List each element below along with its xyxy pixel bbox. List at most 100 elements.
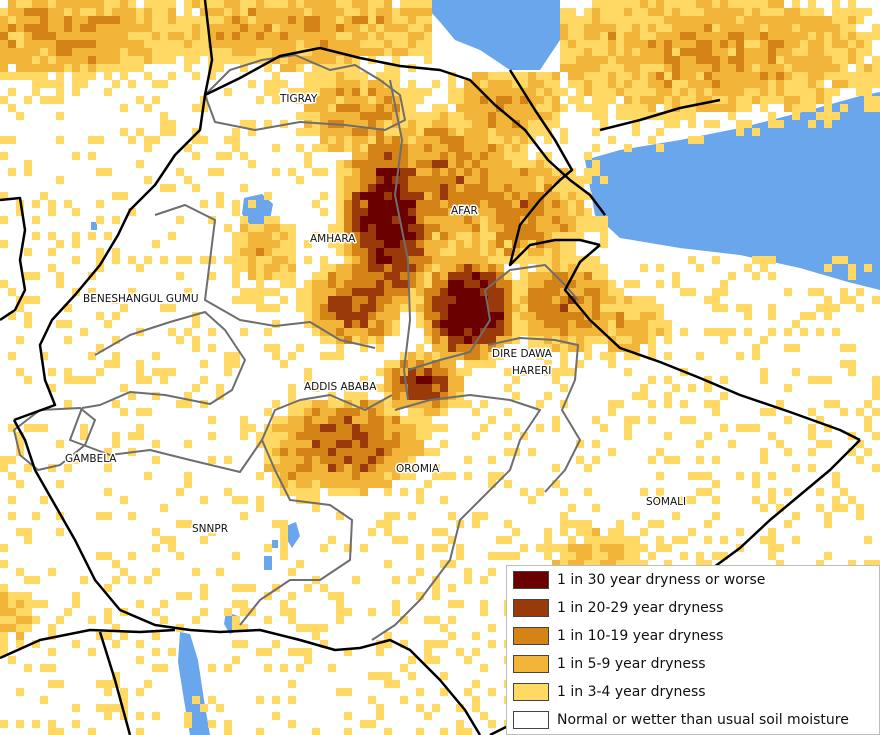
dryness-cell bbox=[456, 376, 464, 384]
dryness-cell bbox=[576, 440, 584, 448]
dryness-cell bbox=[336, 320, 344, 328]
dryness-cell bbox=[760, 96, 768, 104]
dryness-cell bbox=[576, 256, 584, 264]
dryness-cell bbox=[856, 80, 864, 88]
dryness-cell bbox=[472, 184, 480, 192]
dryness-cell bbox=[280, 24, 288, 32]
dryness-cell bbox=[80, 16, 88, 24]
dryness-cell bbox=[496, 552, 504, 560]
dryness-cell bbox=[480, 120, 488, 128]
dryness-cell bbox=[328, 432, 336, 440]
dryness-cell bbox=[304, 24, 312, 32]
dryness-cell bbox=[440, 152, 448, 160]
dryness-cell bbox=[368, 40, 376, 48]
dryness-cell bbox=[320, 312, 328, 320]
dryness-cell bbox=[680, 8, 688, 16]
dryness-cell bbox=[208, 432, 216, 440]
dryness-cell bbox=[512, 392, 520, 400]
dryness-cell bbox=[440, 408, 448, 416]
dryness-cell bbox=[536, 272, 544, 280]
dryness-cell bbox=[592, 336, 600, 344]
dryness-cell bbox=[728, 64, 736, 72]
dryness-cell bbox=[464, 656, 472, 664]
dryness-cell bbox=[144, 408, 152, 416]
dryness-cell bbox=[224, 456, 232, 464]
dryness-cell bbox=[256, 48, 264, 56]
dryness-cell bbox=[240, 600, 248, 608]
dryness-cell bbox=[376, 224, 384, 232]
regional-borders bbox=[13, 54, 581, 641]
dryness-cell bbox=[504, 200, 512, 208]
dryness-cell bbox=[608, 64, 616, 72]
dryness-cell bbox=[608, 0, 616, 8]
dryness-cell bbox=[856, 456, 864, 464]
dryness-cell bbox=[592, 64, 600, 72]
dryness-cell bbox=[360, 96, 368, 104]
dryness-cell bbox=[440, 208, 448, 216]
dryness-cell bbox=[520, 312, 528, 320]
dryness-cell bbox=[600, 72, 608, 80]
dryness-cell bbox=[648, 88, 656, 96]
dryness-cell bbox=[752, 128, 760, 136]
dryness-cell bbox=[408, 512, 416, 520]
dryness-cell bbox=[392, 128, 400, 136]
dryness-cell bbox=[344, 16, 352, 24]
dryness-cell bbox=[456, 288, 464, 296]
dryness-cell bbox=[280, 80, 288, 88]
dryness-cell bbox=[464, 224, 472, 232]
dryness-cell bbox=[608, 72, 616, 80]
dryness-cell bbox=[488, 136, 496, 144]
dryness-cell bbox=[248, 160, 256, 168]
dryness-cell bbox=[504, 120, 512, 128]
dryness-cell bbox=[304, 456, 312, 464]
dryness-cell bbox=[416, 208, 424, 216]
dryness-cell bbox=[448, 536, 456, 544]
dryness-cell bbox=[696, 104, 704, 112]
dryness-cell bbox=[312, 80, 320, 88]
dryness-cell bbox=[480, 152, 488, 160]
dryness-cell bbox=[72, 88, 80, 96]
dryness-cell bbox=[600, 280, 608, 288]
dryness-cell bbox=[768, 528, 776, 536]
dryness-cell bbox=[696, 32, 704, 40]
dryness-cell bbox=[464, 248, 472, 256]
dryness-cell bbox=[8, 24, 16, 32]
dryness-cell bbox=[624, 368, 632, 376]
dryness-cell bbox=[16, 616, 24, 624]
dryness-cell bbox=[416, 120, 424, 128]
dryness-cell bbox=[352, 472, 360, 480]
dryness-cell bbox=[344, 72, 352, 80]
dryness-cell bbox=[760, 456, 768, 464]
dryness-cell bbox=[240, 256, 248, 264]
dryness-cell bbox=[104, 48, 112, 56]
dryness-cell bbox=[464, 368, 472, 376]
dryness-cell bbox=[240, 424, 248, 432]
dryness-cell bbox=[120, 568, 128, 576]
dryness-cell bbox=[416, 88, 424, 96]
dryness-cell bbox=[512, 208, 520, 216]
dryness-cell bbox=[560, 136, 568, 144]
dryness-cell bbox=[728, 104, 736, 112]
dryness-cell bbox=[792, 8, 800, 16]
dryness-cell bbox=[592, 456, 600, 464]
dryness-cell bbox=[648, 48, 656, 56]
dryness-cell bbox=[456, 312, 464, 320]
dryness-cell bbox=[736, 0, 744, 8]
dryness-cell bbox=[16, 600, 24, 608]
dryness-cell bbox=[392, 112, 400, 120]
dryness-cell bbox=[272, 0, 280, 8]
dryness-cell bbox=[496, 272, 504, 280]
dryness-cell bbox=[0, 64, 8, 72]
dryness-cell bbox=[360, 544, 368, 552]
dryness-cell bbox=[672, 48, 680, 56]
dryness-cell bbox=[488, 480, 496, 488]
dryness-cell bbox=[760, 80, 768, 88]
dryness-cell bbox=[784, 384, 792, 392]
dryness-cell bbox=[112, 576, 120, 584]
dryness-cell bbox=[440, 360, 448, 368]
dryness-cell bbox=[832, 480, 840, 488]
dryness-cell bbox=[216, 384, 224, 392]
dryness-cell bbox=[392, 320, 400, 328]
dryness-cell bbox=[832, 328, 840, 336]
dryness-cell bbox=[352, 272, 360, 280]
